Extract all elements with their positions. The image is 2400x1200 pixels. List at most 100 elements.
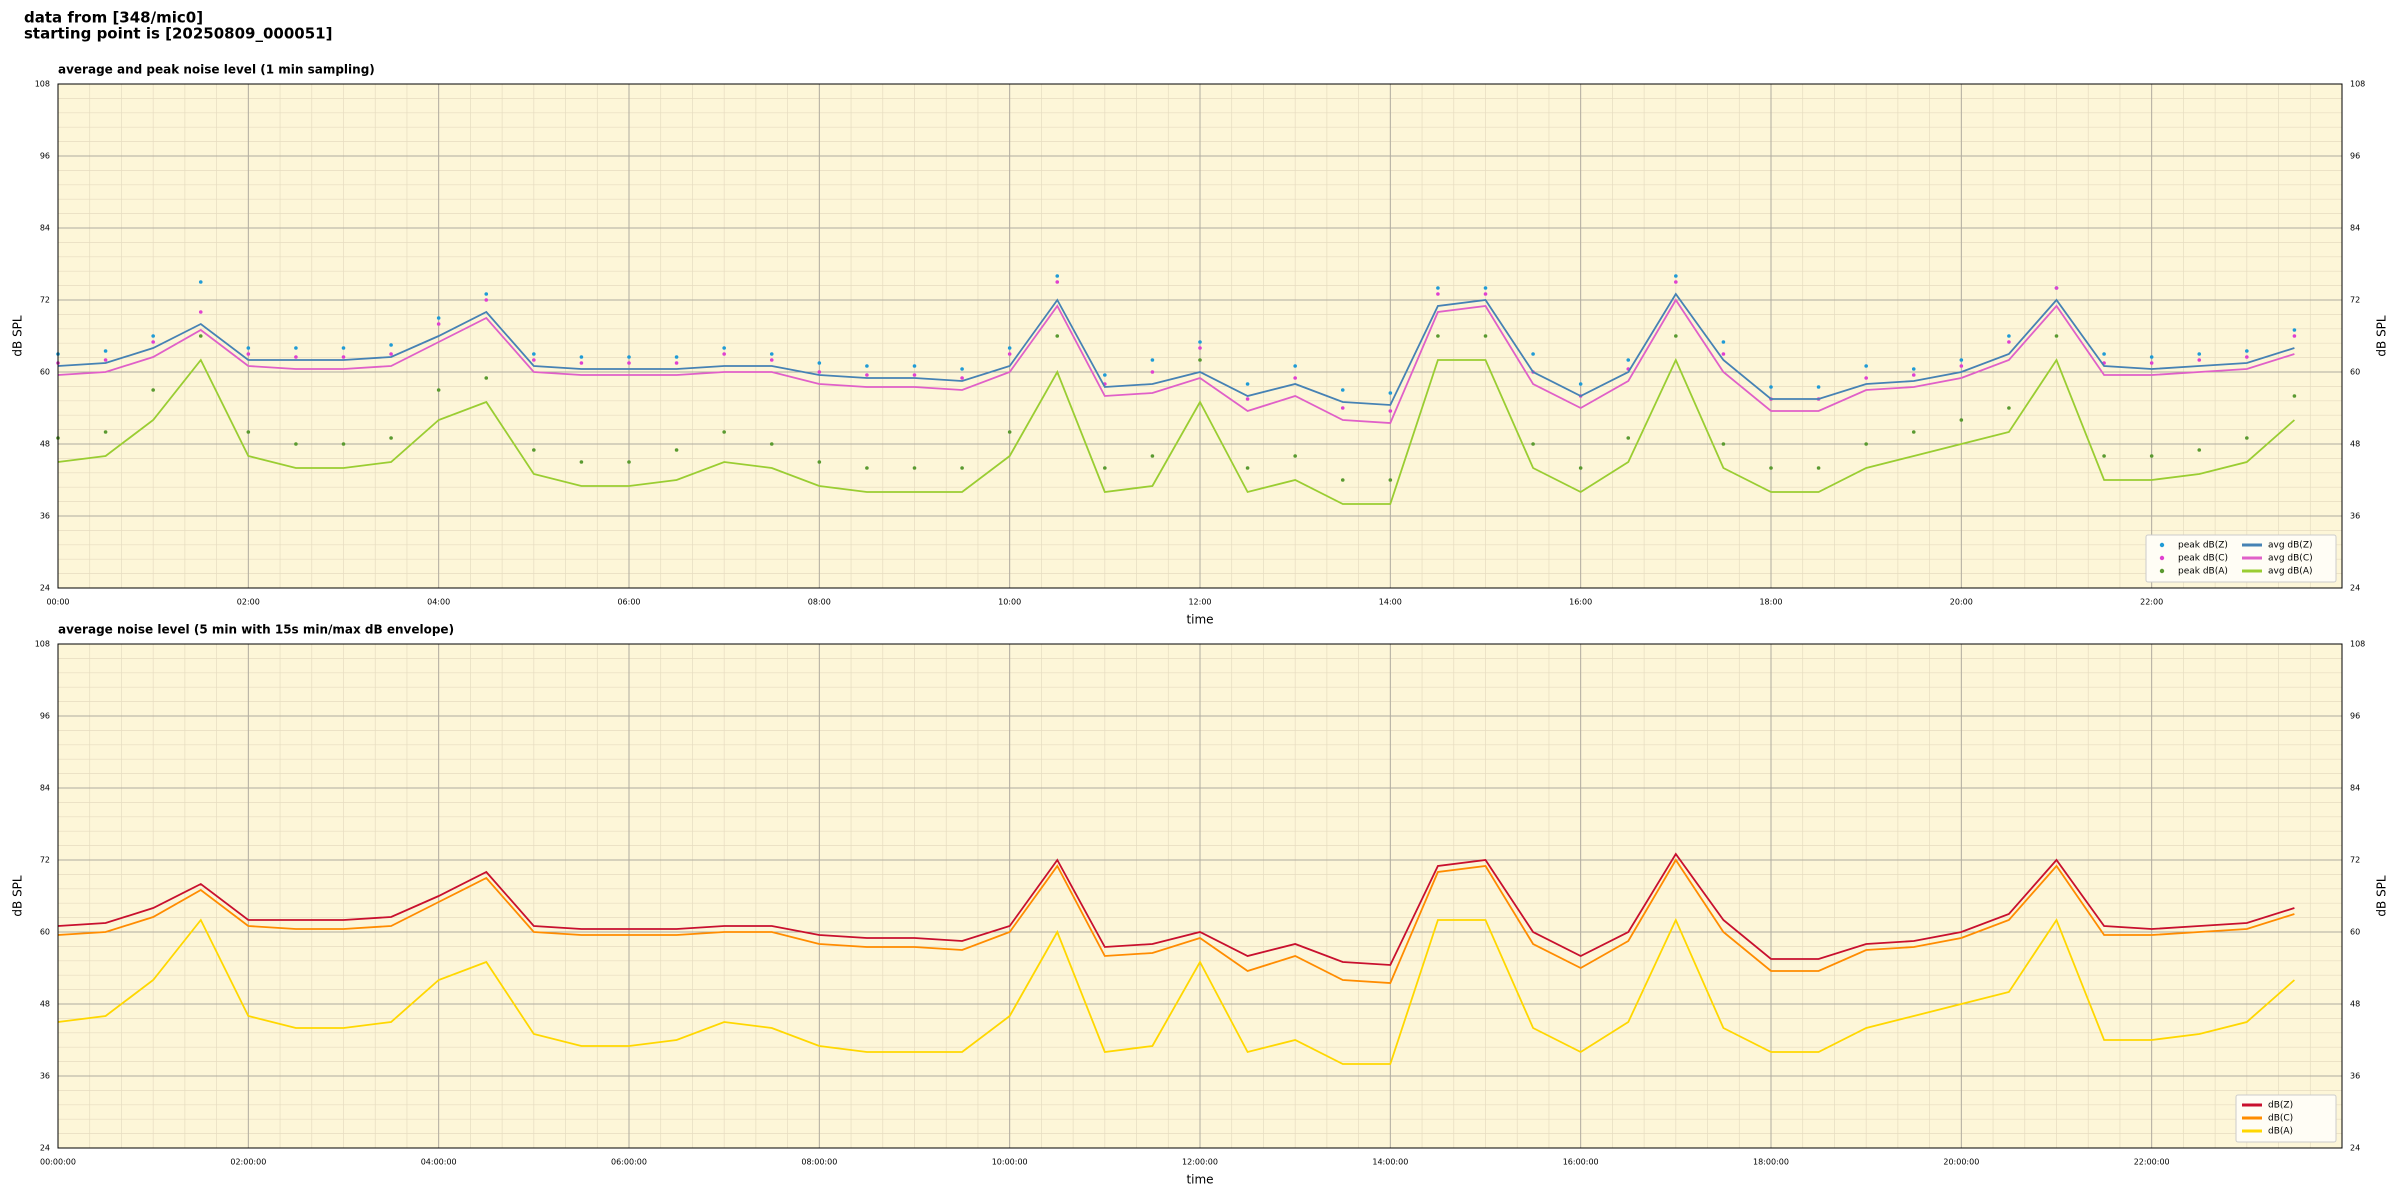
y-tick-label: 108 xyxy=(35,640,50,649)
series-line xyxy=(57,292,2295,406)
peak-dot xyxy=(1769,385,1773,389)
peak-dot xyxy=(960,376,964,380)
peak-dot xyxy=(1245,397,1250,401)
peak-dot xyxy=(103,430,108,434)
x-tick-label: 08:00:00 xyxy=(801,1158,837,1167)
peak-dot xyxy=(1721,352,1726,356)
peak-dot xyxy=(532,358,536,362)
peak-dot xyxy=(769,442,774,446)
legend-label: avg dB(A) xyxy=(2268,567,2312,577)
peak-dot xyxy=(1674,280,1678,284)
legend: dB(Z) dB(C) dB(A) xyxy=(2235,1094,2337,1143)
y-tick-label-right: 24 xyxy=(2350,584,2360,593)
peak-dot xyxy=(1436,286,1440,290)
peak-dot xyxy=(912,364,917,368)
peak-dot xyxy=(341,442,346,446)
x-tick-label: 14:00 xyxy=(1379,598,1402,607)
header-start: starting point is [20250809_000051] xyxy=(24,25,332,43)
peak-dot xyxy=(1055,334,1060,338)
peak-dot xyxy=(1911,373,1916,377)
peak-dot xyxy=(2292,394,2297,398)
peak-dot xyxy=(2054,286,2059,290)
peak-dot xyxy=(1959,358,1964,362)
peak-dot xyxy=(1055,280,1060,284)
frame xyxy=(57,643,2343,1149)
y-tick-label: 84 xyxy=(40,784,50,793)
x-tick-label: 12:00 xyxy=(1188,598,1211,607)
legend-swatch xyxy=(2159,555,2165,561)
peak-dot xyxy=(2007,334,2011,338)
x-tick-label: 00:00:00 xyxy=(40,1158,76,1167)
peak-dot xyxy=(1103,466,1107,470)
y-tick-label-right: 84 xyxy=(2350,224,2360,233)
peak-dot xyxy=(484,376,489,380)
series-line xyxy=(57,357,2295,505)
peak-dot xyxy=(2149,454,2154,458)
peak-dot xyxy=(1531,352,1535,356)
peak-dot xyxy=(341,346,346,350)
peak-dot xyxy=(1436,334,1440,338)
peak-dot xyxy=(1150,454,1155,458)
peak-dot xyxy=(2292,334,2297,338)
series-line xyxy=(57,298,2295,424)
peak-dot xyxy=(1483,334,1488,338)
peak-dot xyxy=(1864,364,1868,368)
x-tick-label: 16:00:00 xyxy=(1563,1158,1599,1167)
peak-dot xyxy=(1388,478,1393,482)
x-tick-label: 06:00 xyxy=(617,598,640,607)
peak-dot xyxy=(1388,391,1393,395)
peak-dot xyxy=(2149,355,2154,359)
peak-dot xyxy=(532,352,536,356)
x-tick-label: 20:00:00 xyxy=(1943,1158,1979,1167)
x-tick-label: 02:00 xyxy=(237,598,260,607)
y-axis-label: dB SPL xyxy=(11,315,25,357)
y-tick-label: 84 xyxy=(40,224,50,233)
y-tick-label-right: 36 xyxy=(2350,512,2360,521)
peak-dot xyxy=(198,310,203,314)
peak-dot xyxy=(1769,466,1773,470)
legend-label: avg dB(Z) xyxy=(2268,541,2313,551)
x-tick-label: 10:00 xyxy=(998,598,1021,607)
legend-label: peak dB(A) xyxy=(2178,567,2228,577)
peak-dot xyxy=(1674,274,1678,278)
peak-dot xyxy=(246,430,251,434)
peak-dot xyxy=(2197,352,2202,356)
peak-dot xyxy=(1864,376,1868,380)
peak-dot xyxy=(674,361,679,365)
x-tick-label: 04:00:00 xyxy=(421,1158,457,1167)
peak-dot xyxy=(1959,364,1964,368)
peak-dot xyxy=(1959,418,1964,422)
y-tick-label: 108 xyxy=(35,80,50,89)
x-tick-label: 12:00:00 xyxy=(1182,1158,1218,1167)
legend-label: dB(C) xyxy=(2268,1114,2293,1124)
peak-dot xyxy=(294,355,298,359)
x-axis-label: time xyxy=(1186,1173,1213,1187)
peak-dot xyxy=(627,361,631,365)
peak-dot xyxy=(151,340,155,344)
x-tick-label: 10:00:00 xyxy=(992,1158,1028,1167)
peak-dot xyxy=(960,367,964,371)
y-tick-label-right: 72 xyxy=(2350,856,2360,865)
y-tick-label-right: 72 xyxy=(2350,296,2360,305)
peak-dot xyxy=(865,373,869,377)
peak-dot xyxy=(103,358,108,362)
peak-dot xyxy=(1436,292,1440,296)
peak-dot xyxy=(1626,358,1631,362)
y-tick-label: 60 xyxy=(40,368,50,377)
peak-dot xyxy=(865,466,869,470)
peak-dot xyxy=(151,334,155,338)
chart-title: average noise level (5 min with 15s min/… xyxy=(58,623,454,637)
peak-dot xyxy=(2149,361,2154,365)
peak-dot xyxy=(817,370,822,374)
header-source: data from [348/mic0] xyxy=(24,9,203,27)
peak-dot xyxy=(1293,454,1297,458)
chart-title: average and peak noise level (1 min samp… xyxy=(58,63,375,77)
peak-dot xyxy=(1103,373,1107,377)
x-tick-label: 18:00:00 xyxy=(1753,1158,1789,1167)
panel: 24 24 36 36 48 48 60 60 72 72 84 84 96 96 108 108 00:00:… xyxy=(11,623,2389,1187)
peak-dot xyxy=(1245,382,1250,386)
peak-dot xyxy=(1340,478,1345,482)
peak-dot xyxy=(817,460,822,464)
peak-dot xyxy=(722,352,726,356)
